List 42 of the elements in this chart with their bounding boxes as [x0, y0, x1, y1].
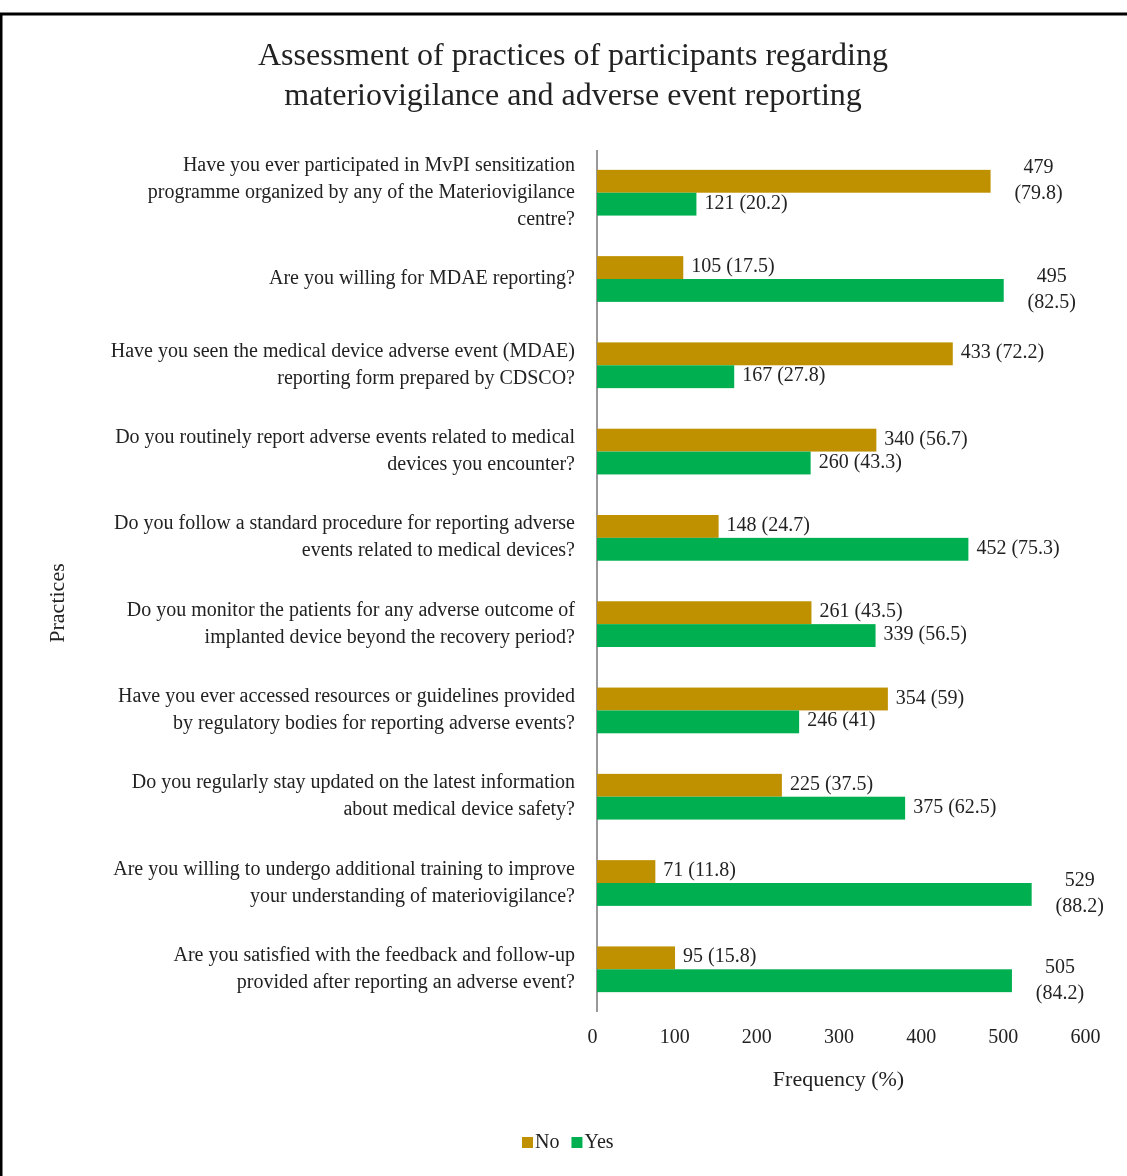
x-tick-label: 600: [1070, 1025, 1101, 1048]
y-axis-title: Practices: [44, 563, 69, 643]
data-label: 225 (37.5): [789, 771, 874, 795]
legend-label: No: [535, 1129, 560, 1152]
data-label: 375 (62.5): [913, 794, 997, 818]
data-label: 433 (72.2): [960, 340, 1045, 364]
y-tick-label: Are you willing to undergo additional training to improve your understanding of materiovigilance?: [113, 856, 576, 907]
data-label: 95 (15.8): [683, 944, 757, 968]
data-label: 339 (56.5): [883, 622, 967, 646]
chart-title: Assessment of practices of participants regarding materiovigilance and adverse event reporting: [257, 36, 889, 113]
y-tick-label: Do you monitor the patients for any adverse outcome of implanted device beyond the recovery period?: [126, 597, 576, 648]
y-tick-label: Do you regularly stay updated on the latest information about medical device safety?: [131, 769, 576, 820]
data-label: 260 (43.3): [818, 449, 902, 473]
x-tick-label: 400: [906, 1025, 937, 1048]
data-label: 246 (41): [807, 708, 876, 732]
x-tick-label: 500: [988, 1025, 1019, 1048]
data-label: 261 (43.5): [819, 599, 903, 623]
data-label: 495 (82.5): [1027, 264, 1076, 314]
y-tick-label: Have you ever accessed resources or guidelines provided by regulatory bodies for reporting adverse events?: [117, 683, 576, 734]
data-label: 340 (56.7): [884, 426, 968, 450]
data-label: 354 (59): [895, 685, 965, 709]
data-label: 121 (20.2): [704, 190, 788, 214]
x-axis-title: Frequency (%): [772, 1066, 905, 1091]
y-tick-label: Do you follow a standard procedure for reporting adverse events related to medical devices?: [114, 510, 576, 560]
legend-label: Yes: [584, 1129, 614, 1152]
x-tick-label: 200: [741, 1025, 772, 1048]
data-label: 452 (75.3): [976, 535, 1060, 559]
y-tick-label: Are you willing for MDAE reporting?: [268, 265, 576, 289]
data-label: 167 (27.8): [742, 363, 826, 387]
x-tick-label: 300: [824, 1025, 854, 1048]
x-tick-label: 0: [587, 1025, 598, 1048]
data-label: 105 (17.5): [691, 254, 775, 278]
data-label: 148 (24.7): [726, 513, 810, 537]
data-label: 71 (11.8): [663, 858, 736, 882]
y-tick-label: Have you ever participated in MvPI sensitization programme organized by any of the Materiovigilance centre?: [147, 152, 576, 229]
data-label: 529 (88.2): [1055, 868, 1104, 918]
y-tick-label: Do you routinely report adverse events related to medical devices you encounter?: [115, 424, 576, 475]
data-label: 479 (79.8): [1014, 154, 1063, 204]
y-tick-label: Are you satisfied with the feedback and follow-up provided after reporting an adverse event?: [173, 942, 576, 993]
y-tick-label: Have you seen the medical device adverse event (MDAE) reporting form prepared by CDSCO?: [110, 338, 576, 389]
x-tick-label: 100: [659, 1025, 690, 1048]
data-label: 505 (84.2): [1035, 954, 1085, 1004]
